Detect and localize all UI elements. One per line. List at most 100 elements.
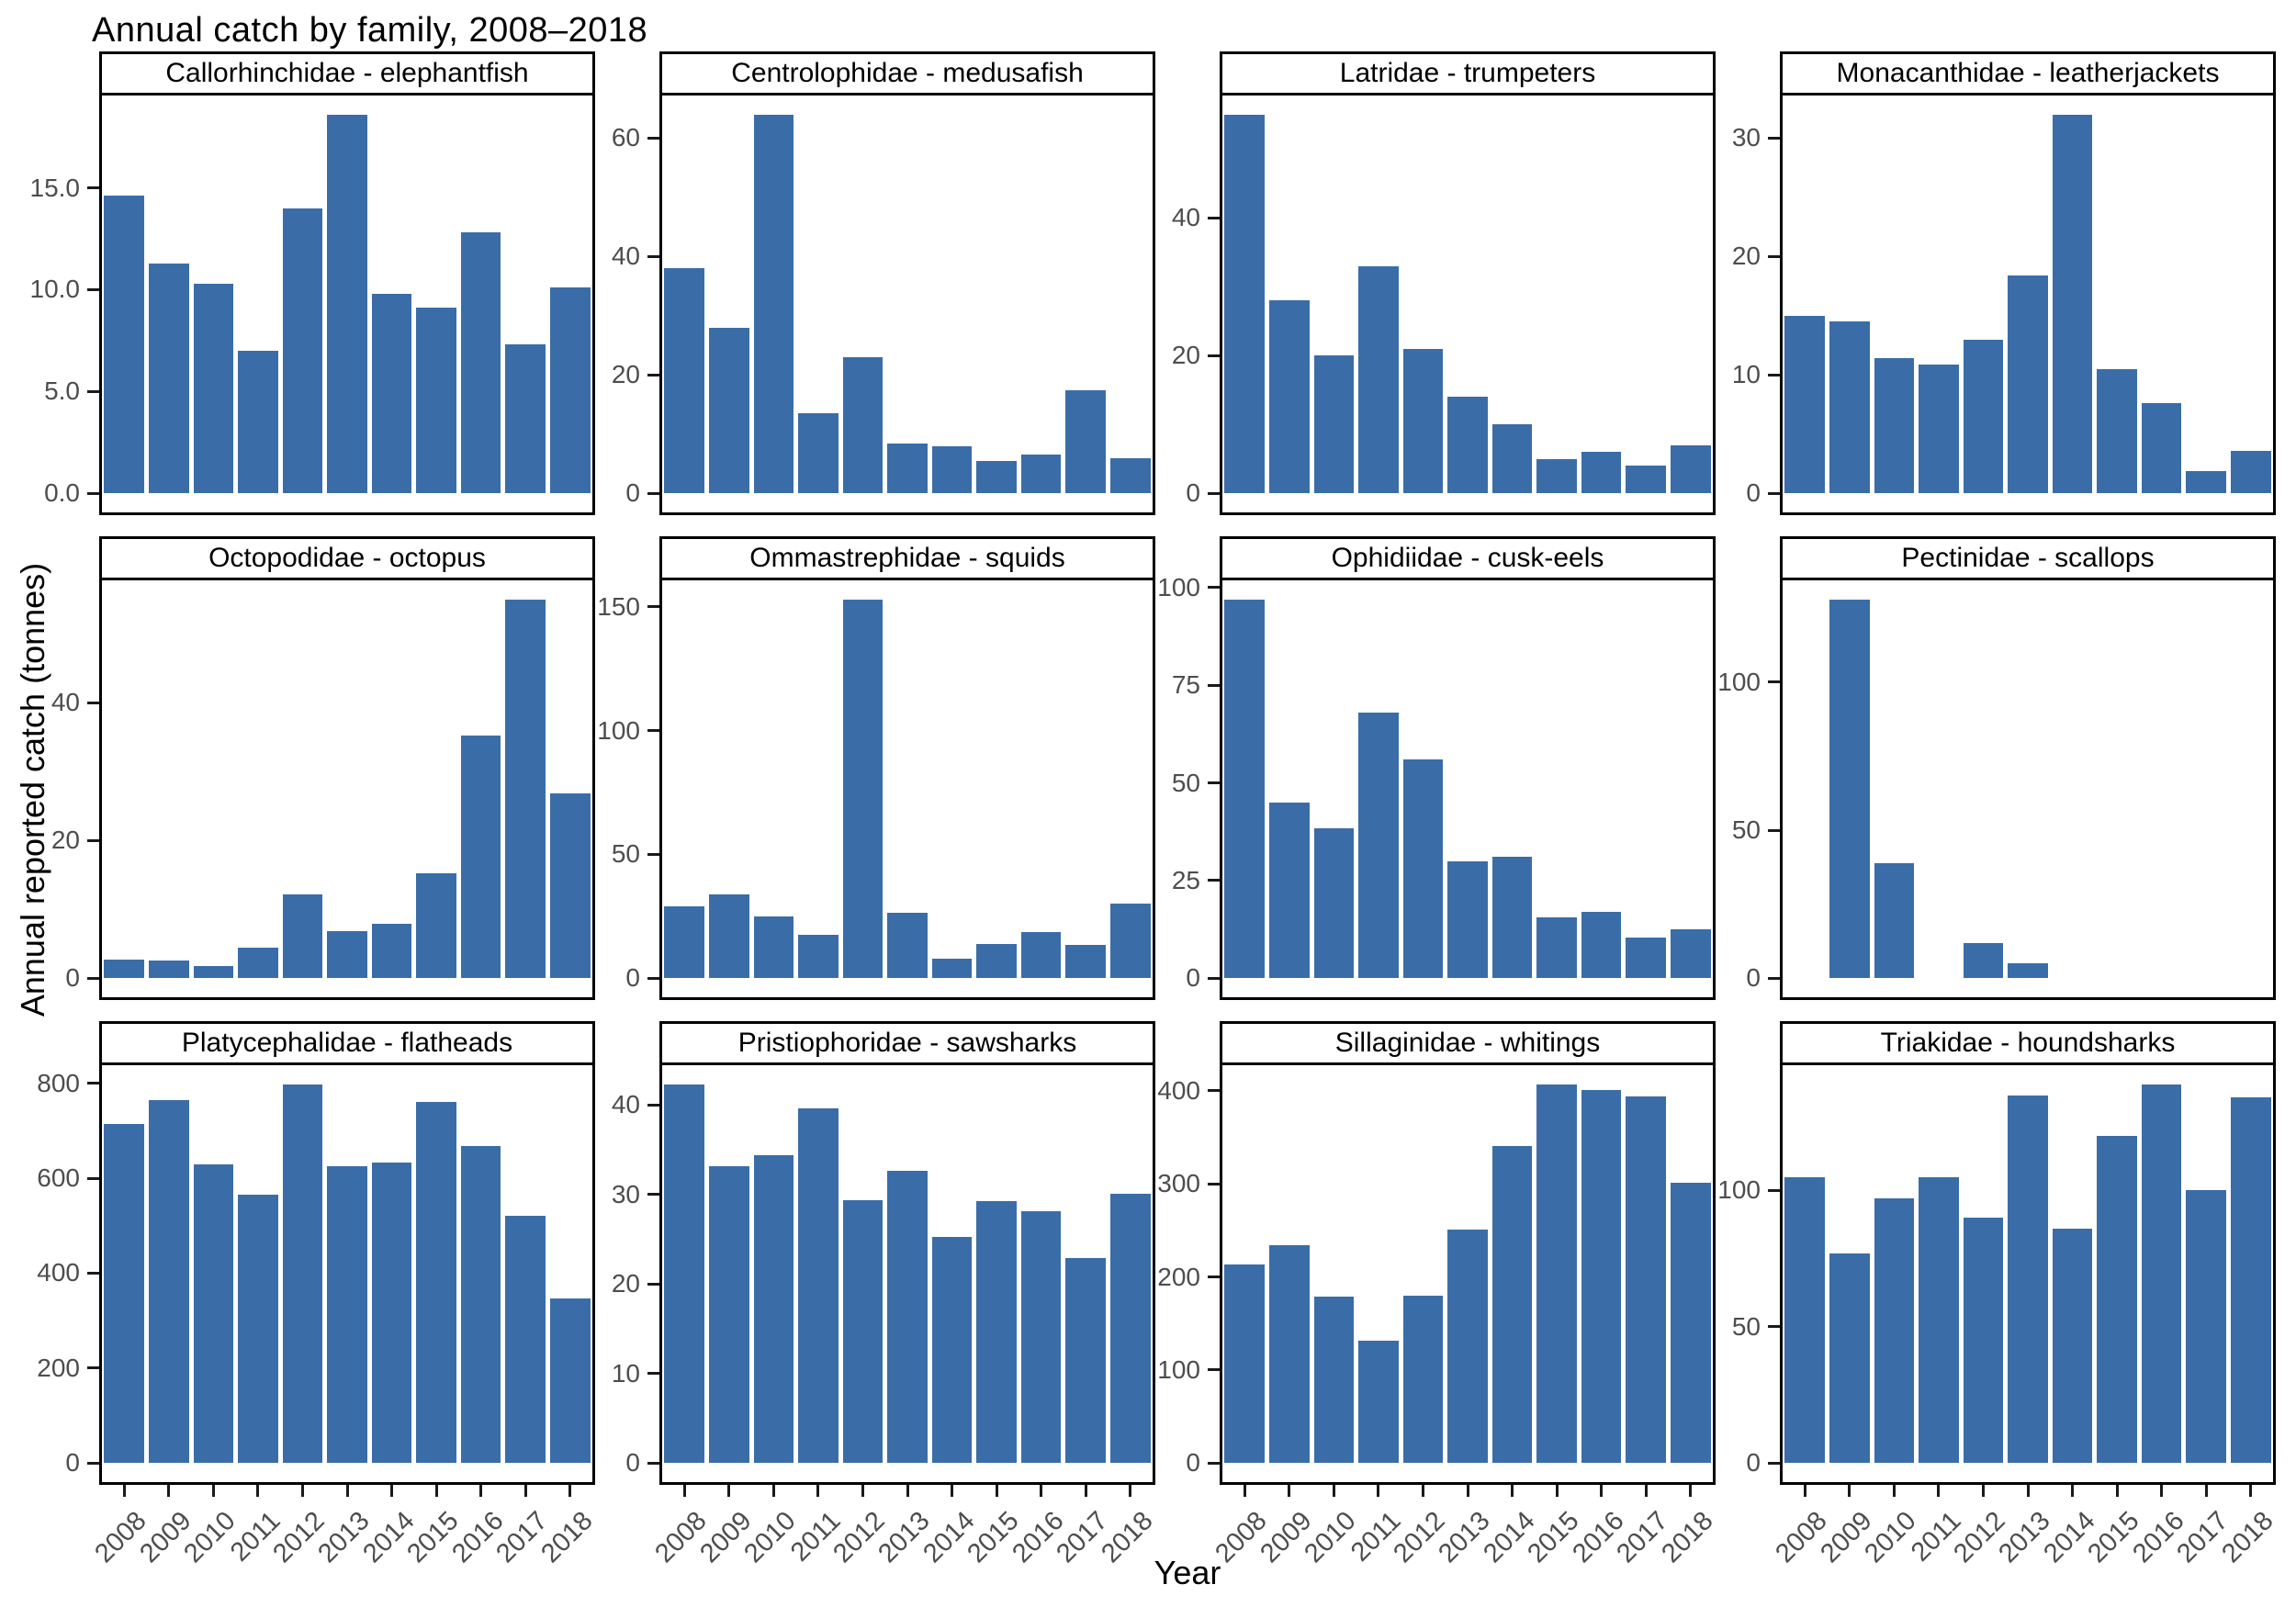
bar-2011 [1358,713,1399,979]
bar-2009 [148,1100,189,1464]
x-tick-mark [1377,1485,1380,1497]
bar-2010 [1313,1296,1355,1464]
bar-2012 [1963,339,2004,494]
y-tick-label: 300 [1157,1169,1200,1198]
bar-2011 [798,413,838,494]
y-tick-label: 50 [1171,768,1200,797]
x-tick-mark [1803,1485,1806,1497]
facet-panel-6: Ommastrephidae - squids 0 50 100 150 [597,536,1155,1000]
facet-strip-label: Octopodidae - octopus [208,543,486,573]
bar-2016 [460,736,501,979]
y-tick-mark [647,136,659,140]
bar-2016 [1020,1211,1062,1464]
bar-2013 [2008,275,2048,494]
x-tick-mark [1644,1485,1648,1497]
x-tick-mark [1084,1485,1087,1497]
y-tick-label: 50 [1731,1311,1761,1341]
bar-2013 [1447,860,1488,979]
chart-title: Annual catch by family, 2008–2018 [92,11,648,50]
bar-2018 [1109,1193,1151,1464]
plot-area: 0.0 5.0 10.0 15.0 [30,93,595,515]
y-tick-label: 0 [1746,1448,1761,1478]
y-tick-label: 5.0 [44,376,80,406]
facet-strip-label: Pristiophoridae - sawsharks [737,1028,1077,1058]
y-tick-label: 20 [611,1269,640,1298]
bar-2014 [1491,1145,1533,1464]
facet-panel-10: Pristiophoridae - sawsharks 0 10 20 30 40 2008… [612,1021,1158,1568]
x-tick-mark [995,1485,998,1497]
y-tick-label: 600 [37,1163,80,1193]
bar-2017 [1626,937,1667,979]
bar-2012 [282,893,323,979]
bar-2013 [887,912,928,979]
y-tick-mark [1208,781,1220,785]
bar-2009 [708,893,749,979]
bar-2014 [371,293,412,494]
plot-area: 0 20 40 [51,578,595,1000]
bar-2015 [2097,1136,2137,1464]
facet-strip: Pectinidae - scallops [1780,536,2276,580]
bar-2014 [1491,424,1533,494]
bar-2015 [1536,458,1577,494]
bar-2014 [931,445,973,494]
facet-strip: Callorhinchidae - elephantfish [99,51,595,96]
x-tick-mark [1129,1485,1132,1497]
y-tick-label: 400 [37,1258,80,1287]
facet-strip: Platycephalidae - flatheads [99,1021,595,1065]
bar-2012 [842,599,884,979]
bar-2017 [1626,1096,1667,1464]
facet-strip-label: Callorhinchidae - elephantfish [165,58,529,88]
bar-2018 [549,287,591,494]
y-tick-mark [87,1366,99,1370]
x-tick-mark [1689,1485,1693,1497]
y-tick-label: 0 [1746,963,1761,993]
bar-2012 [842,357,884,494]
bar-2013 [887,1171,928,1464]
y-tick-label: 0 [625,963,640,993]
bar-2016 [2141,1084,2182,1464]
x-tick-mark [167,1485,171,1497]
y-tick-label: 75 [1171,670,1200,700]
x-tick-mark [1892,1485,1896,1497]
y-tick-label: 20 [51,826,80,855]
y-tick-mark [647,373,659,376]
plot-area: 0 200 400 600 800 2008 2009 2010 2011 2012 2013 201… [37,1062,598,1568]
bar-2016 [2141,403,2182,494]
x-tick-mark [2115,1485,2119,1497]
bar-2017 [1626,466,1667,494]
bar-2011 [238,1195,278,1464]
y-tick-mark [1208,1275,1220,1279]
bar-2009 [708,327,749,494]
y-tick-mark [647,1461,659,1465]
bar-2016 [460,232,501,494]
bar-2018 [1670,444,1711,494]
bar-2010 [193,965,234,979]
x-tick-mark [479,1485,483,1497]
bar-2015 [976,943,1017,979]
bar-2014 [931,1237,973,1464]
y-tick-label: 100 [1157,572,1200,601]
bar-2011 [798,1107,838,1464]
bar-2008 [1224,114,1266,494]
plot-area: 0 10 20 30 [1732,93,2276,515]
bar-2011 [238,947,278,979]
bar-2013 [327,1165,367,1464]
plot-area: 0 50 100 150 [597,578,1155,1000]
bar-2015 [416,1102,456,1464]
bar-2009 [1829,1253,1870,1464]
y-tick-mark [1768,254,1780,258]
y-tick-mark [1208,1089,1220,1093]
bar-2009 [708,1166,749,1464]
y-tick-label: 0 [65,963,80,993]
x-tick-mark [1555,1485,1559,1497]
x-tick-mark [300,1485,304,1497]
bar-2015 [416,308,456,494]
bar-2011 [1358,1340,1399,1464]
bar-2014 [371,924,412,979]
y-tick-mark [87,976,99,980]
x-tick-mark [906,1485,909,1497]
y-tick-mark [87,186,99,190]
bar-2010 [1874,1198,1915,1464]
x-tick-mark [727,1485,731,1497]
